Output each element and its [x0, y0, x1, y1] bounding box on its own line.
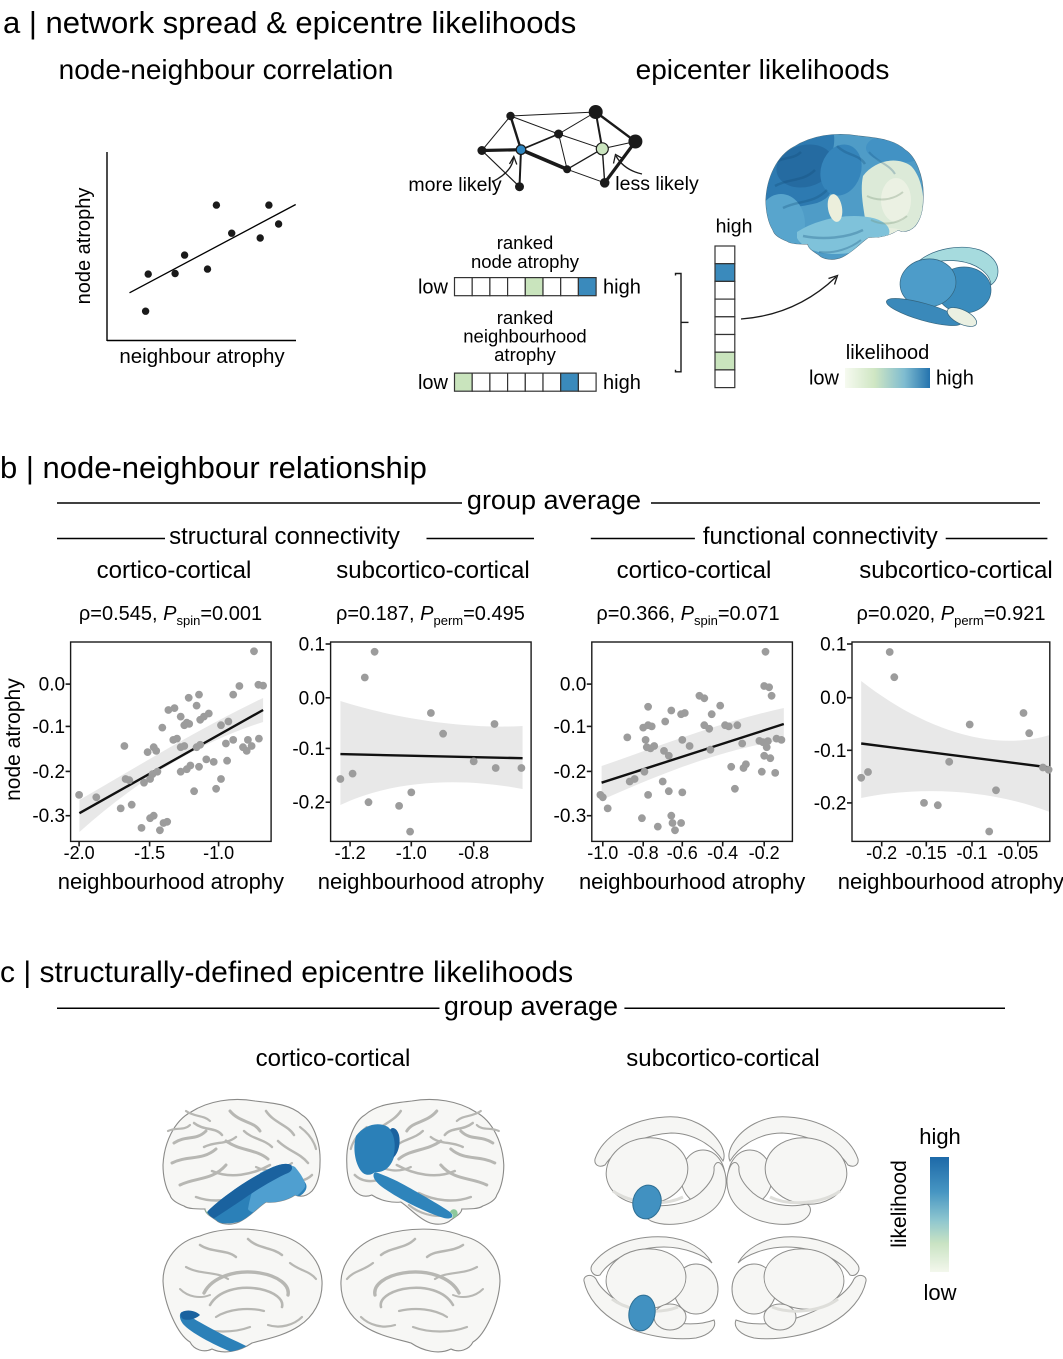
- svg-text:structural connectivity: structural connectivity: [169, 523, 400, 550]
- svg-text:low: low: [418, 372, 449, 394]
- svg-text:less likely: less likely: [615, 173, 699, 195]
- svg-text:0.1: 0.1: [820, 635, 846, 656]
- svg-text:ρ=0.545, Pspin=0.001: ρ=0.545, Pspin=0.001: [79, 603, 262, 628]
- svg-text:-0.1: -0.1: [32, 717, 65, 738]
- svg-text:high: high: [603, 277, 641, 299]
- svg-text:-0.2: -0.2: [32, 762, 65, 783]
- svg-text:-0.6: -0.6: [667, 843, 698, 863]
- svg-text:-0.1: -0.1: [956, 843, 987, 863]
- svg-text:-0.1: -0.1: [292, 739, 325, 760]
- svg-text:low: low: [418, 277, 449, 299]
- svg-text:group average: group average: [444, 991, 618, 1021]
- svg-text:-1.0: -1.0: [396, 843, 427, 863]
- svg-text:-0.8: -0.8: [458, 843, 489, 863]
- svg-text:low: low: [809, 368, 840, 390]
- svg-text:-0.05: -0.05: [997, 843, 1038, 863]
- svg-text:-0.1: -0.1: [814, 741, 847, 762]
- svg-text:ρ=0.020, Pperm=0.921: ρ=0.020, Pperm=0.921: [857, 603, 1046, 628]
- svg-text:-0.4: -0.4: [707, 843, 738, 863]
- svg-text:neighbourhood: neighbourhood: [463, 326, 586, 347]
- svg-text:neighbourhood atrophy: neighbourhood atrophy: [58, 869, 284, 894]
- svg-text:-2.0: -2.0: [64, 843, 95, 863]
- svg-text:-0.8: -0.8: [628, 843, 659, 863]
- svg-text:-0.2: -0.2: [292, 793, 325, 814]
- svg-text:-0.15: -0.15: [906, 843, 947, 863]
- svg-text:-0.2: -0.2: [749, 843, 780, 863]
- svg-text:0.0: 0.0: [820, 688, 846, 709]
- svg-text:cortico-cortical: cortico-cortical: [97, 557, 252, 584]
- svg-text:high: high: [919, 1124, 961, 1149]
- svg-text:-0.2: -0.2: [554, 762, 587, 783]
- svg-text:b | node-neighbour relationshi: b | node-neighbour relationship: [0, 450, 427, 485]
- svg-text:cortico-cortical: cortico-cortical: [256, 1045, 411, 1072]
- svg-text:atrophy: atrophy: [494, 344, 556, 365]
- svg-text:ranked: ranked: [497, 307, 554, 328]
- svg-text:high: high: [716, 216, 753, 238]
- svg-text:0.0: 0.0: [299, 688, 325, 709]
- svg-text:-0.2: -0.2: [866, 843, 897, 863]
- svg-text:-0.1: -0.1: [554, 717, 587, 738]
- svg-text:cortico-cortical: cortico-cortical: [617, 557, 772, 584]
- svg-text:neighbourhood atrophy: neighbourhood atrophy: [579, 869, 805, 894]
- svg-text:high: high: [603, 372, 641, 394]
- svg-text:0.0: 0.0: [560, 675, 586, 696]
- svg-text:subcortico-cortical: subcortico-cortical: [626, 1045, 819, 1072]
- svg-text:c | structurally-defined epice: c | structurally-defined epicentre likel…: [0, 956, 573, 989]
- svg-text:subcortico-cortical: subcortico-cortical: [859, 557, 1052, 584]
- svg-text:-1.0: -1.0: [587, 843, 618, 863]
- svg-text:node atrophy: node atrophy: [2, 678, 25, 801]
- svg-text:functional connectivity: functional connectivity: [703, 523, 938, 550]
- svg-text:-0.3: -0.3: [32, 806, 65, 827]
- svg-text:node-neighbour correlation: node-neighbour correlation: [59, 54, 394, 85]
- svg-text:group average: group average: [467, 485, 641, 515]
- svg-text:-1.2: -1.2: [335, 843, 366, 863]
- svg-text:ρ=0.366, Pspin=0.071: ρ=0.366, Pspin=0.071: [596, 603, 779, 628]
- svg-text:ranked: ranked: [497, 232, 554, 253]
- svg-text:0.0: 0.0: [39, 675, 65, 696]
- svg-text:neighbour atrophy: neighbour atrophy: [119, 345, 285, 368]
- svg-text:-1.0: -1.0: [203, 843, 234, 863]
- svg-text:node atrophy: node atrophy: [73, 188, 95, 305]
- svg-text:subcortico-cortical: subcortico-cortical: [336, 557, 529, 584]
- svg-text:ρ=0.187, Pperm=0.495: ρ=0.187, Pperm=0.495: [336, 603, 525, 628]
- svg-text:a | network spread & epicentre: a | network spread & epicentre likelihoo…: [3, 5, 576, 40]
- svg-text:-0.3: -0.3: [554, 806, 587, 827]
- svg-text:neighbourhood atrophy: neighbourhood atrophy: [318, 869, 544, 894]
- svg-text:likelihood: likelihood: [888, 1160, 911, 1248]
- svg-text:0.1: 0.1: [299, 635, 325, 656]
- svg-text:low: low: [923, 1280, 956, 1305]
- svg-text:-0.2: -0.2: [814, 793, 847, 814]
- svg-text:-1.5: -1.5: [134, 843, 165, 863]
- svg-text:high: high: [936, 368, 974, 390]
- svg-text:neighbourhood atrophy: neighbourhood atrophy: [838, 869, 1063, 894]
- svg-text:more likely: more likely: [408, 174, 501, 196]
- svg-text:node atrophy: node atrophy: [471, 251, 580, 272]
- svg-text:likelihood: likelihood: [846, 342, 929, 364]
- svg-text:epicenter likelihoods: epicenter likelihoods: [636, 54, 890, 85]
